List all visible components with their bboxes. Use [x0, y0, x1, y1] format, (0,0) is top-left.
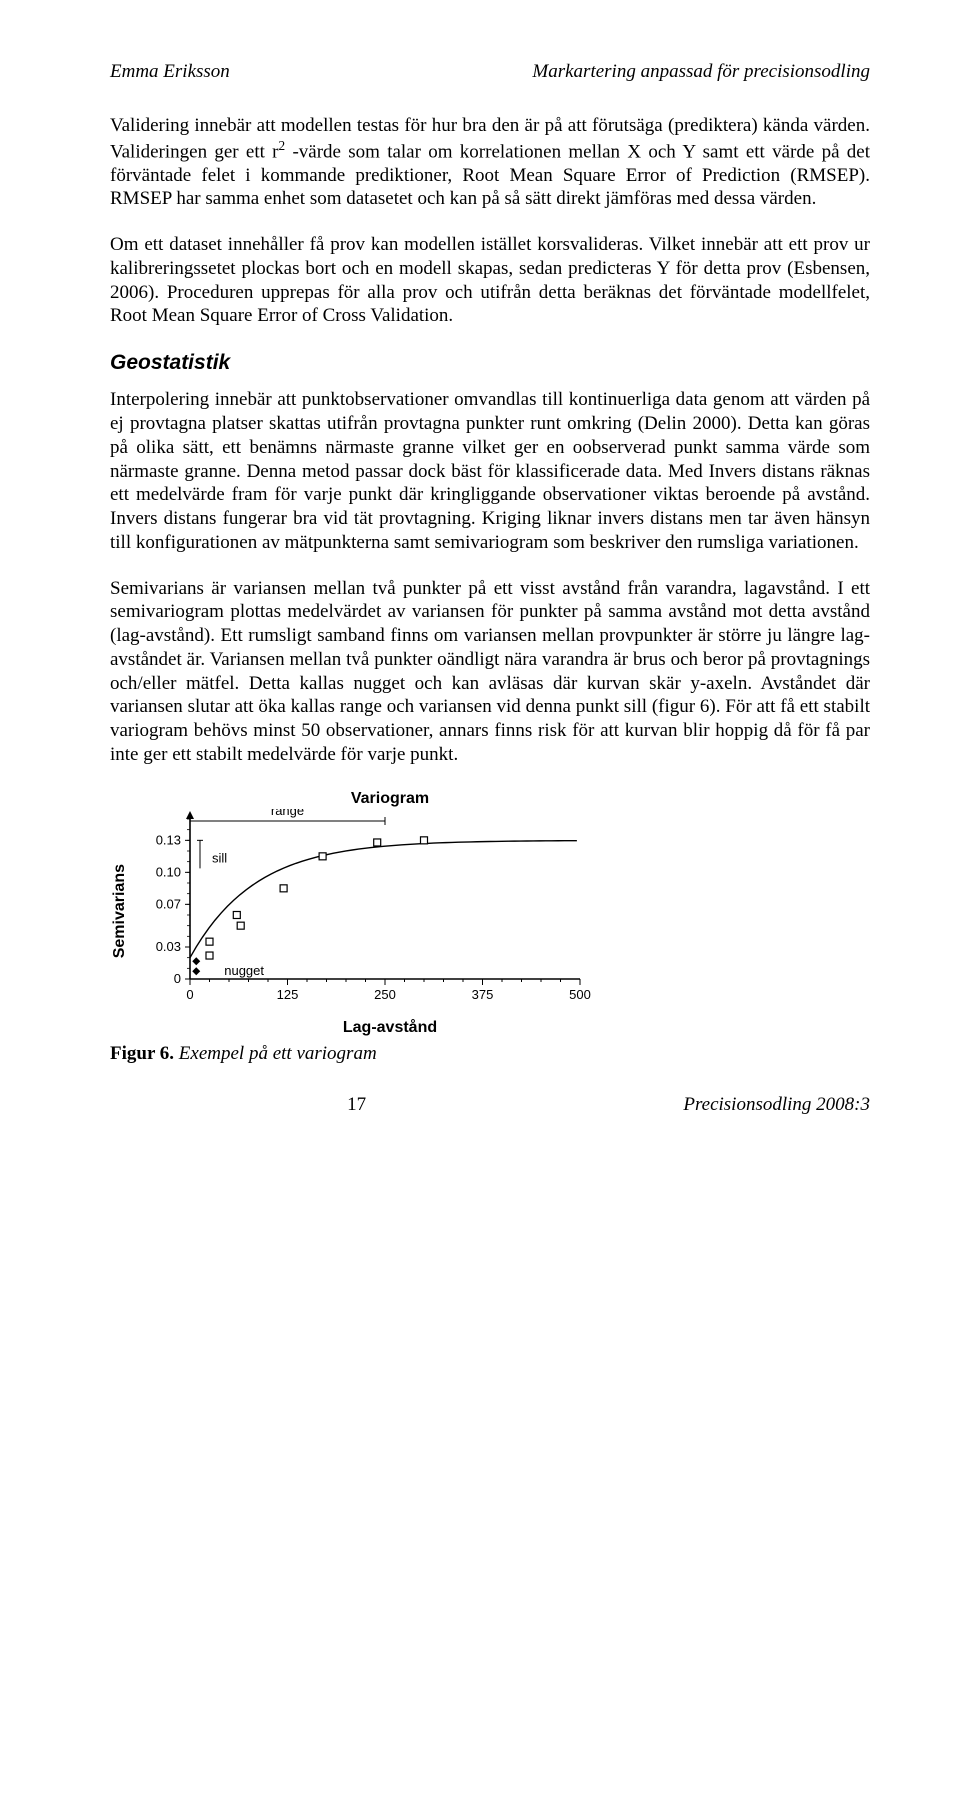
page-number: 17 [347, 1093, 366, 1117]
svg-text:0.13: 0.13 [156, 832, 181, 847]
figure-caption: Figur 6. Exempel på ett variogram [110, 1042, 870, 1066]
paragraph-semivariance: Semivarians är variansen mellan två punk… [110, 577, 870, 767]
figure-text: Exempel på ett variogram [174, 1043, 377, 1064]
header-author: Emma Eriksson [110, 60, 230, 84]
header-title: Markartering anpassad för precisionsodli… [532, 60, 870, 84]
footer-series: Precisionsodling 2008:3 [683, 1093, 870, 1117]
svg-text:0.03: 0.03 [156, 939, 181, 954]
variogram-svg: 0 125 250 375 500 0 0.03 0.07 0.10 0.13 range sill n… [136, 809, 606, 1014]
svg-text:0: 0 [174, 971, 181, 986]
svg-text:0: 0 [186, 987, 193, 1002]
page-footer: 17 Precisionsodling 2008:3 [110, 1093, 870, 1117]
svg-text:250: 250 [374, 987, 396, 1002]
paragraph-crossvalidation: Om ett dataset innehåller få prov kan mo… [110, 233, 870, 328]
svg-text:range: range [271, 809, 304, 818]
svg-text:125: 125 [277, 987, 299, 1002]
svg-text:0.10: 0.10 [156, 864, 181, 879]
paragraph-interpolation: Interpolering innebär att punktobservati… [110, 388, 870, 554]
section-heading-geostatistik: Geostatistik [110, 350, 870, 376]
figure-label: Figur 6. [110, 1043, 174, 1064]
chart-title: Variogram [210, 789, 570, 809]
x-axis-label: Lag-avstånd [210, 1018, 570, 1038]
paragraph-validation: Validering innebär att modellen testas f… [110, 114, 870, 211]
svg-text:375: 375 [472, 987, 494, 1002]
svg-text:sill: sill [212, 850, 227, 865]
svg-text:nugget: nugget [224, 963, 264, 978]
svg-text:0.07: 0.07 [156, 896, 181, 911]
variogram-chart: Variogram Semivarians 0 125 250 375 500 0 0.03… [110, 789, 870, 1066]
page-header: Emma Eriksson Markartering anpassad för … [110, 60, 870, 84]
y-axis-label: Semivarians [110, 864, 130, 958]
svg-text:500: 500 [569, 987, 591, 1002]
